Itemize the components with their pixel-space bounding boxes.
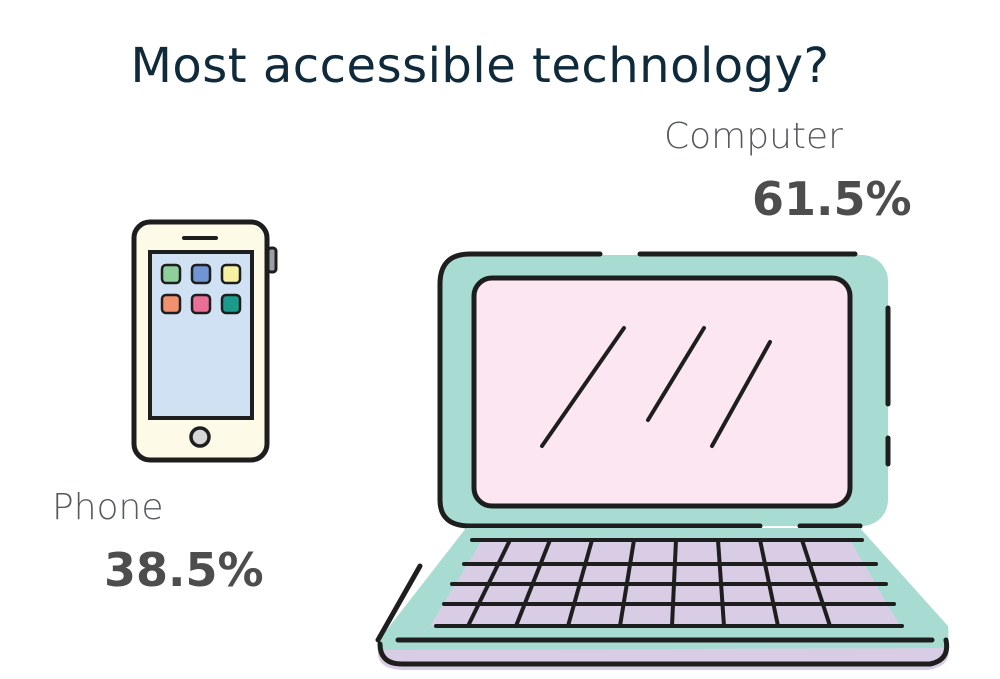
computer-label: Computer bbox=[664, 116, 843, 157]
laptop-icon bbox=[375, 251, 950, 670]
phone-percent: 38.5% bbox=[104, 543, 264, 597]
phone-icon bbox=[131, 219, 278, 463]
chart-title: Most accessible technology? bbox=[130, 38, 830, 94]
phone-label: Phone bbox=[52, 487, 164, 528]
computer-percent: 61.5% bbox=[752, 172, 912, 226]
